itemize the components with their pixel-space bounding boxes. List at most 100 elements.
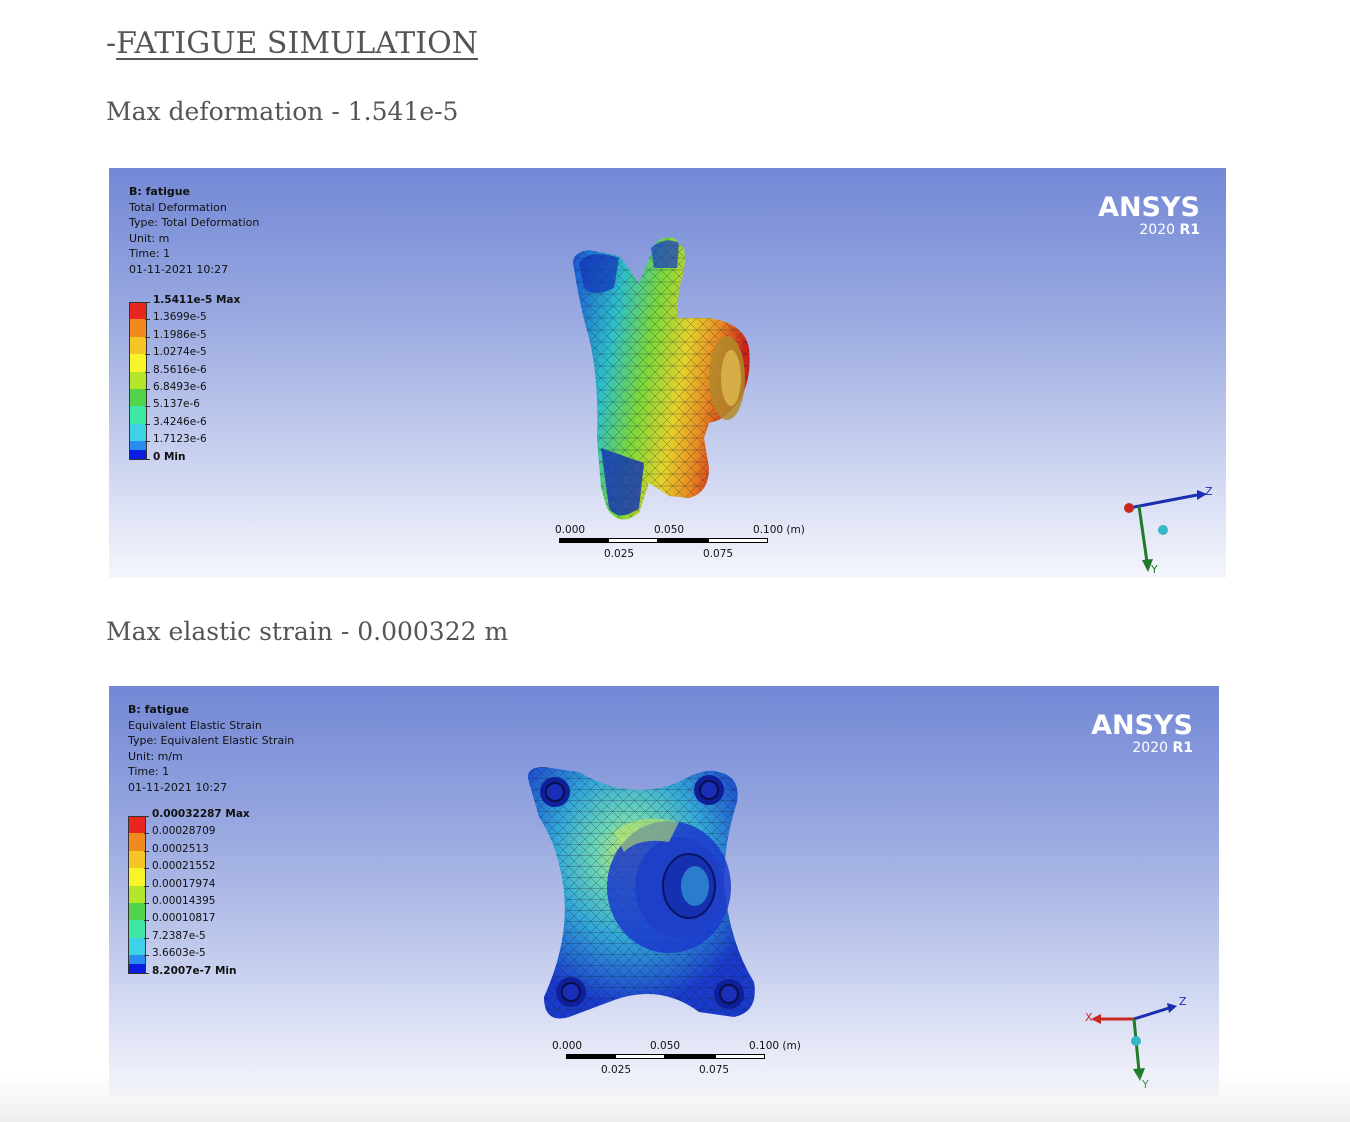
scale-segment [708, 538, 768, 543]
axis-z-label: Z [1205, 485, 1213, 498]
legend-tick [144, 937, 149, 939]
legend-label: 3.6603e-5 [152, 947, 206, 960]
legend-swatch [128, 833, 146, 851]
release-label: R1 [1172, 740, 1193, 756]
result-info-line: Equivalent Elastic Strain [128, 718, 262, 732]
legend-label: 0.00021552 [152, 860, 216, 873]
scale-segment [608, 538, 658, 543]
legend-tick [144, 902, 149, 904]
axis-triad: Z Y [1124, 485, 1213, 575]
legend-label: 0.00017974 [152, 877, 216, 890]
legend-label: 1.0274e-5 [153, 346, 207, 359]
ansys-logo: ANSYS 2020 R1 [1091, 710, 1193, 757]
deformation-caption: Max deformation - 1.541e-5 [106, 97, 459, 126]
ansys-logo: ANSYS 2020 R1 [1098, 192, 1200, 239]
legend-swatch [129, 336, 147, 355]
legend-swatch [129, 388, 147, 407]
legend-label: 6.8493e-6 [153, 380, 207, 393]
legend-label: 0 Min [153, 450, 186, 463]
result-system-title: B: fatigue [129, 185, 191, 198]
legend-swatch [129, 371, 147, 389]
brand-name: ANSYS [1091, 710, 1193, 741]
legend-label: 8.5616e-6 [153, 363, 207, 376]
result-info-line: Type: Equivalent Elastic Strain [128, 734, 295, 747]
legend-label: 1.7123e-6 [153, 433, 207, 446]
legend-tick [145, 388, 150, 390]
result-info-line: Unit: m/m [128, 749, 183, 763]
axis-x-label: X [1085, 1011, 1093, 1024]
legend-label: 7.2387e-5 [152, 929, 206, 942]
legend-tick [144, 920, 149, 922]
scale-segment [615, 1054, 665, 1059]
legend-label: 1.5411e-5 Max [153, 294, 241, 306]
legend-tick [145, 302, 150, 303]
legend-tick [145, 406, 150, 408]
legend-tick [144, 955, 149, 957]
legend-tick [145, 423, 150, 425]
legend-tick [145, 354, 150, 356]
scale-tick-label: 0.100 (m) [753, 524, 805, 536]
legend-tick [144, 816, 149, 817]
result-info: B: fatigue Equivalent Elastic Strain Typ… [128, 702, 294, 795]
bottom-shadow [0, 1072, 1350, 1122]
scale-segment [566, 1054, 615, 1059]
legend-label: 0.00028709 [152, 825, 216, 838]
legend-tick [145, 319, 150, 321]
scale-tick-label: 0.000 [555, 524, 586, 536]
legend-tick [144, 868, 149, 870]
legend-tick [145, 441, 150, 443]
scale-segment [665, 1054, 715, 1059]
version-number: 2020 [1139, 222, 1176, 238]
legend-swatch [128, 955, 146, 974]
scale-tick-label: 0.000 [552, 1040, 583, 1052]
legend-label: 0.0002513 [152, 842, 209, 855]
legend-tick [144, 833, 149, 835]
legend-swatch [129, 406, 147, 424]
result-info-line: 01-11-2021 10:27 [128, 780, 228, 794]
legend-label: 0.00032287 Max [152, 808, 250, 820]
legend-swatch [128, 868, 146, 886]
strain-caption: Max elastic strain - 0.000322 m [106, 617, 509, 646]
legend-tick [145, 371, 150, 373]
legend-tick [144, 885, 149, 887]
deformation-result-image: B: fatigue Total Deformation Type: Total… [109, 168, 1226, 578]
page-heading: -FATIGUE SIMULATION [106, 26, 478, 61]
legend-label: 5.137e-6 [153, 398, 200, 411]
legend-swatch [128, 902, 146, 921]
legend-swatch [128, 937, 146, 956]
result-info-line: Time: 1 [129, 247, 171, 260]
fatigue-model-deformation [573, 237, 750, 520]
scale-tick-label: 0.050 [654, 524, 685, 536]
brand-name: ANSYS [1098, 192, 1200, 223]
legend-swatch [128, 885, 146, 903]
strain-result-image: B: fatigue Equivalent Elastic Strain Typ… [109, 686, 1219, 1096]
release-label: R1 [1179, 222, 1200, 238]
heading-prefix: - [106, 26, 117, 61]
result-system-title: B: fatigue [128, 703, 190, 716]
result-info-line: Unit: m [129, 231, 170, 245]
legend-swatch [129, 354, 147, 372]
result-info-line: 01-11-2021 10:27 [129, 262, 229, 276]
legend-label: 0.00014395 [152, 894, 216, 907]
scale-bar: 0.000 0.050 0.100 (m) 0.025 0.075 [555, 524, 805, 564]
result-info-line: Type: Total Deformation [129, 216, 260, 229]
legend-swatch [129, 319, 147, 337]
legend-tick [144, 972, 149, 974]
legend-label: 8.2007e-7 Min [152, 964, 237, 977]
scale-segment [559, 538, 608, 543]
legend-tick [144, 850, 149, 852]
fatigue-model-strain [528, 767, 755, 1019]
scale-segment [715, 1054, 765, 1059]
legend-swatch [129, 441, 147, 460]
legend-tick [145, 458, 150, 460]
legend-swatch [129, 423, 147, 442]
brand-version: 2020 R1 [1098, 222, 1200, 238]
scale-tick-label: 0.100 (m) [749, 1040, 801, 1052]
scale-tick-label: 0.025 [604, 548, 635, 560]
axis-z-label: Z [1179, 995, 1187, 1008]
scale-tick-label: 0.075 [703, 548, 734, 560]
version-number: 2020 [1132, 740, 1169, 756]
brand-version: 2020 R1 [1091, 740, 1193, 756]
legend-swatch [128, 816, 146, 835]
result-info-line: Time: 1 [128, 765, 170, 778]
